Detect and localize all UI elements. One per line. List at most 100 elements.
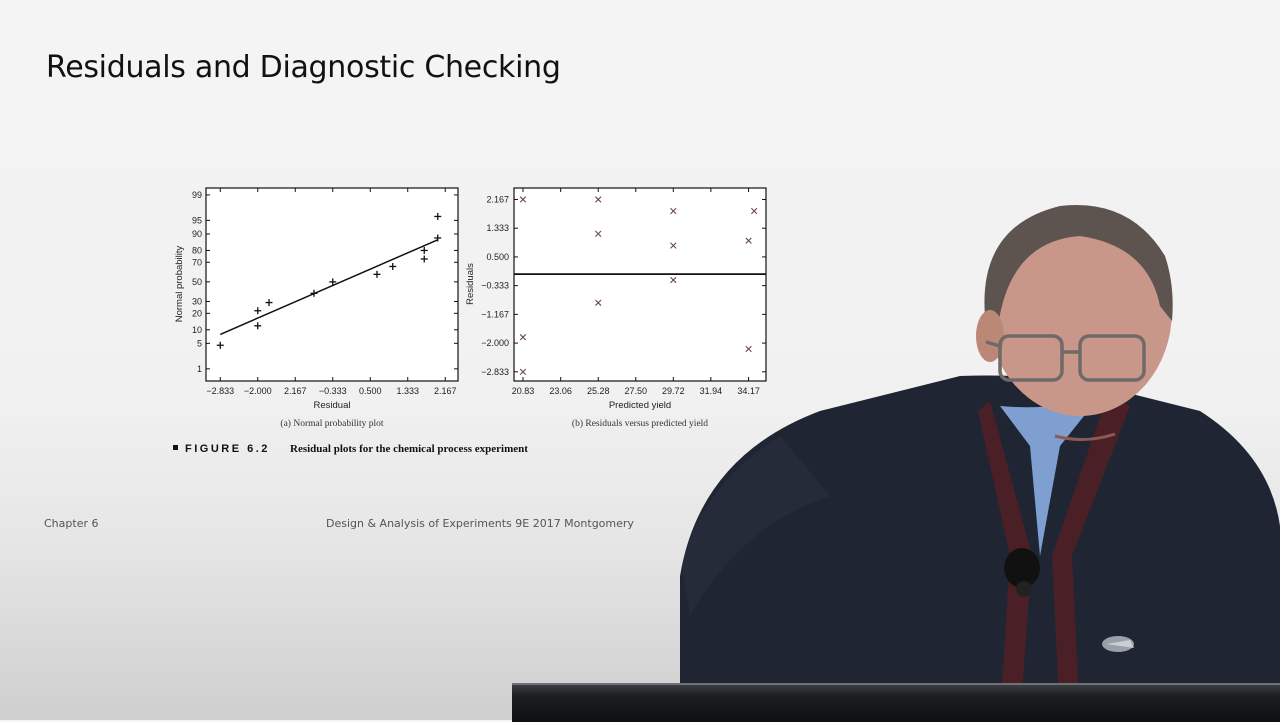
chart-b-xtick-label: 20.83 (512, 386, 535, 396)
chart-a-ylabel: Normal probability (174, 245, 185, 322)
chart-a-ytick-label: 95 (192, 215, 202, 225)
chart-a-xtick-label: 2.167 (434, 386, 457, 396)
chart-a-xtick-label: 0.500 (359, 386, 382, 396)
presenter-video (680, 205, 1280, 720)
chart-a-points (216, 212, 442, 349)
presenter-hair (984, 205, 1173, 326)
chart-b-point-b (745, 237, 752, 244)
chart-b-points (519, 196, 758, 375)
chart-a-point (389, 262, 397, 270)
footer-book-title: Design & Analysis of Experiments 9E 2017… (326, 517, 634, 530)
chart-b-xtick-label: 27.50 (625, 386, 648, 396)
figure: 1 5 10 20 30 50 70 80 90 95 99 −2.833 −2.000 2.167 −0.… (173, 187, 767, 455)
chart-b-ytick-label: 2.167 (486, 194, 509, 204)
chart-a-point (434, 212, 442, 220)
chart-a-xtick-label: −2.000 (244, 386, 272, 396)
chart-b-ytick-label: −1.167 (481, 309, 509, 319)
presenter-sweater-trim-right (1052, 394, 1130, 720)
chart-b-point-b (670, 242, 677, 249)
chart-normal-probability: 1 5 10 20 30 50 70 80 90 95 99 −2.833 −2.000 2.167 −0.… (174, 187, 459, 429)
chart-b-point (595, 299, 602, 306)
chart-b-point-b (595, 196, 602, 203)
chart-b-ytick-label: −0.333 (481, 281, 509, 291)
chart-a-fit-line (219, 239, 439, 336)
presenter-arm (682, 436, 830, 616)
chart-b-point-b (595, 230, 602, 238)
chart-b-xtick-label: 25.28 (587, 386, 610, 396)
chart-b-point (519, 196, 527, 203)
figure-caption: Residual plots for the chemical process … (290, 443, 528, 455)
chart-b-point-b (595, 299, 602, 306)
chart-a-xtick-label: −2.833 (206, 386, 234, 396)
chart-a-point (329, 278, 337, 286)
chart-b-point (519, 368, 527, 375)
chart-b-xlabel: Predicted yield (609, 400, 671, 411)
chart-b-ytick-label: −2.000 (481, 338, 509, 348)
figure-bullet (173, 445, 178, 450)
chart-a-ytick-label: 30 (192, 296, 202, 306)
chart-b-point (670, 207, 677, 215)
chart-a-ytick-label: 1 (197, 364, 202, 374)
chart-a-xtick-label: −0.333 (319, 386, 347, 396)
chart-a-ytick-label: 70 (192, 257, 202, 267)
chart-a-ytick-label: 20 (192, 308, 202, 318)
chart-a-xlabel: Residual (314, 400, 351, 411)
chart-a-ytick-label: 10 (192, 325, 202, 335)
chart-a-point (254, 322, 262, 330)
presenter-sweater (680, 375, 1280, 720)
chart-b-frame (513, 187, 767, 382)
chart-b-point (595, 230, 602, 238)
presenter-shirt (1000, 396, 1100, 556)
chart-a-ytick-label: 80 (192, 245, 202, 255)
chart-a-ytick-label: 99 (192, 190, 202, 200)
presenter-glasses (985, 334, 1146, 382)
chart-b-point (750, 207, 758, 215)
chart-b-point-b (519, 368, 527, 375)
presenter-sweater-trim (978, 401, 1032, 720)
chart-b-subtitle: (b) Residuals versus predicted yield (572, 418, 708, 429)
chart-b-ylabel: Residuals (465, 263, 476, 305)
chart-b-point (745, 345, 752, 353)
chart-a-ytick-label: 5 (197, 338, 202, 348)
presenter-ear (976, 310, 1004, 362)
chart-a-point (310, 289, 318, 297)
chart-a-ytick-label: 90 (192, 229, 202, 239)
slide-title: Residuals and Diagnostic Checking (46, 50, 561, 85)
chart-a-point (420, 246, 428, 254)
chart-a-point (265, 299, 273, 307)
chart-a-point (373, 270, 381, 278)
podium (512, 683, 1280, 722)
chart-b-point (745, 237, 752, 244)
chart-b-point (595, 196, 602, 203)
chart-a-point (254, 307, 262, 315)
chart-a-ticks: 1 5 10 20 30 50 70 80 90 95 99 −2.833 −2.000 2.167 −0.… (192, 188, 458, 396)
chart-a-point (434, 234, 442, 242)
chart-b-point-b (670, 207, 677, 215)
chart-b-xtick-label: 31.94 (700, 386, 723, 396)
chart-b-ticks: −2.833 −2.000 −1.167 −0.333 0.500 1.333 2.167 2… (481, 188, 766, 396)
chart-b-ytick-label: 0.500 (486, 252, 509, 262)
chart-b-point-b (519, 334, 527, 341)
chart-b-xtick-label: 34.17 (737, 386, 760, 396)
chart-b-ytick-label: 1.333 (486, 223, 509, 233)
chart-a-point (216, 341, 224, 349)
presenter-figure (680, 205, 1280, 720)
chart-a-xtick-label: 1.333 (396, 386, 419, 396)
chart-b-point-b (745, 345, 752, 353)
chart-b-point (670, 242, 677, 249)
chart-b-xtick-label: 23.06 (549, 386, 572, 396)
chart-a-ytick-label: 50 (192, 277, 202, 287)
footer-chapter: Chapter 6 (44, 517, 99, 530)
chart-b-point-b (670, 276, 677, 284)
chart-b-xtick-label: 29.72 (662, 386, 685, 396)
microphone-icon (1004, 548, 1040, 597)
shirt-logo-icon (1102, 636, 1134, 652)
presenter-mouth (1054, 432, 1116, 441)
chart-a-xtick-label: 2.167 (284, 386, 307, 396)
chart-b-ytick-label: −2.833 (481, 367, 509, 377)
chart-a-point (420, 255, 428, 263)
chart-a-subtitle: (a) Normal probability plot (280, 418, 384, 429)
chart-b-point-b (750, 207, 758, 215)
chart-b-point (519, 334, 527, 341)
chart-a-frame (205, 187, 459, 382)
